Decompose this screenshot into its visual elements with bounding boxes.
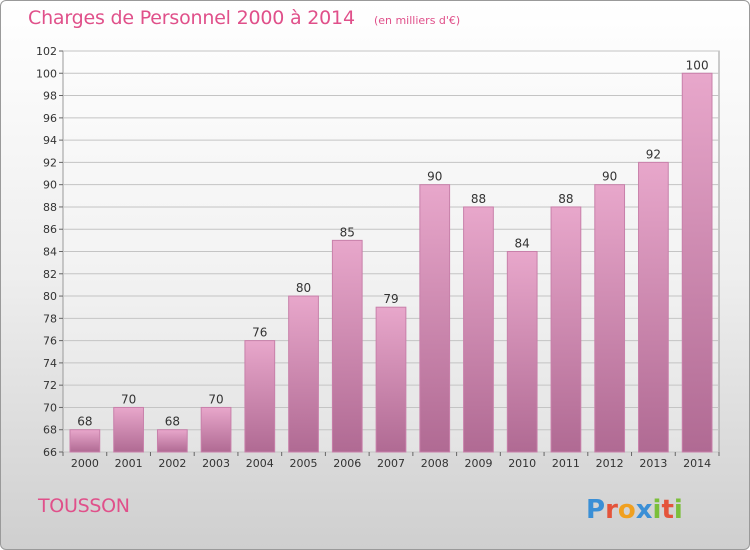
- y-tick-label-68: 68: [43, 424, 57, 437]
- x-tick-label-2013: 2013: [639, 457, 667, 470]
- data-label-2002: 68: [165, 415, 180, 429]
- y-tick-label-98: 98: [43, 90, 57, 103]
- x-tick-label-2006: 2006: [333, 457, 361, 470]
- x-tick-label-2005: 2005: [290, 457, 318, 470]
- data-label-2006: 85: [340, 225, 355, 239]
- x-tick-label-2008: 2008: [421, 457, 449, 470]
- y-tick-label-92: 92: [43, 156, 57, 169]
- x-tick-label-2010: 2010: [508, 457, 536, 470]
- x-tick-label-2004: 2004: [246, 457, 274, 470]
- bar-2009: [463, 206, 494, 453]
- bar-2005: [288, 295, 319, 453]
- x-tick-label-2009: 2009: [464, 457, 492, 470]
- data-label-2009: 88: [471, 192, 486, 206]
- data-label-2007: 79: [383, 292, 398, 306]
- data-label-2010: 84: [515, 237, 530, 251]
- label-layer: 68 70 68 70 76 80 85 79 90 88 84 88 90 92 100: [77, 58, 708, 428]
- town-name: TOUSSON: [38, 495, 130, 517]
- x-tick-label-2002: 2002: [158, 457, 186, 470]
- y-tick-label-80: 80: [43, 290, 57, 303]
- title-row: Charges de Personnel 2000 à 2014 (en mil…: [28, 7, 460, 29]
- bar-2001: [113, 406, 144, 453]
- y-tick-label-82: 82: [43, 268, 57, 281]
- x-tick-label-2014: 2014: [683, 457, 711, 470]
- bar-2003: [200, 406, 232, 453]
- bar-2007: [375, 306, 407, 453]
- bar-2012: [594, 184, 626, 453]
- y-tick-label-100: 100: [36, 67, 57, 80]
- x-tick-label-2000: 2000: [71, 457, 99, 470]
- y-tick-label-88: 88: [43, 201, 57, 214]
- bar-layer: [69, 72, 713, 453]
- data-label-2008: 90: [427, 170, 442, 184]
- y-tick-label-94: 94: [43, 134, 57, 147]
- data-label-2001: 70: [121, 392, 136, 406]
- bar-2006: [331, 239, 363, 453]
- data-label-2012: 90: [602, 170, 617, 184]
- x-tick-label-2007: 2007: [377, 457, 405, 470]
- data-label-2013: 92: [646, 147, 661, 161]
- x-tick-label-2012: 2012: [596, 457, 624, 470]
- data-label-2000: 68: [77, 415, 92, 429]
- bar-2000: [69, 429, 101, 453]
- bar-2004: [244, 340, 276, 453]
- y-tick-label-76: 76: [43, 335, 57, 348]
- y-tick-label-70: 70: [43, 401, 57, 414]
- data-label-2014: 100: [686, 58, 709, 72]
- bar-2011: [550, 206, 582, 453]
- y-tick-label-78: 78: [43, 312, 57, 325]
- chart-title: Charges de Personnel 2000 à 2014: [28, 7, 355, 29]
- x-tick-label-2001: 2001: [115, 457, 143, 470]
- y-tick-label-66: 66: [43, 446, 57, 459]
- y-tick-label-84: 84: [43, 246, 57, 259]
- bar-2002: [156, 429, 188, 453]
- data-label-2004: 76: [252, 326, 267, 340]
- data-label-2003: 70: [208, 392, 223, 406]
- axis-layer: 66 68 70 72 74 76 78 80 82 84 86 88 90 92 94 96 98 100 102…: [36, 45, 720, 470]
- y-tick-label-102: 102: [36, 45, 57, 58]
- y-tick-label-96: 96: [43, 112, 57, 125]
- proxiti-logo: Proxiti: [586, 495, 683, 525]
- x-tick-label-2003: 2003: [202, 457, 230, 470]
- logo-mark: Proxiti: [586, 495, 683, 525]
- bar-2013: [638, 161, 669, 453]
- y-tick-label-86: 86: [43, 223, 57, 236]
- y-tick-label-72: 72: [43, 379, 57, 392]
- data-label-2011: 88: [558, 192, 573, 206]
- bar-2014: [681, 72, 713, 453]
- chart-subtitle: (en milliers d'€): [373, 14, 461, 27]
- x-tick-label-2011: 2011: [552, 457, 580, 470]
- data-label-2005: 80: [296, 281, 311, 295]
- y-tick-label-90: 90: [43, 179, 57, 192]
- y-tick-label-74: 74: [43, 357, 57, 370]
- bar-2010: [506, 251, 538, 453]
- bar-2008: [419, 184, 451, 453]
